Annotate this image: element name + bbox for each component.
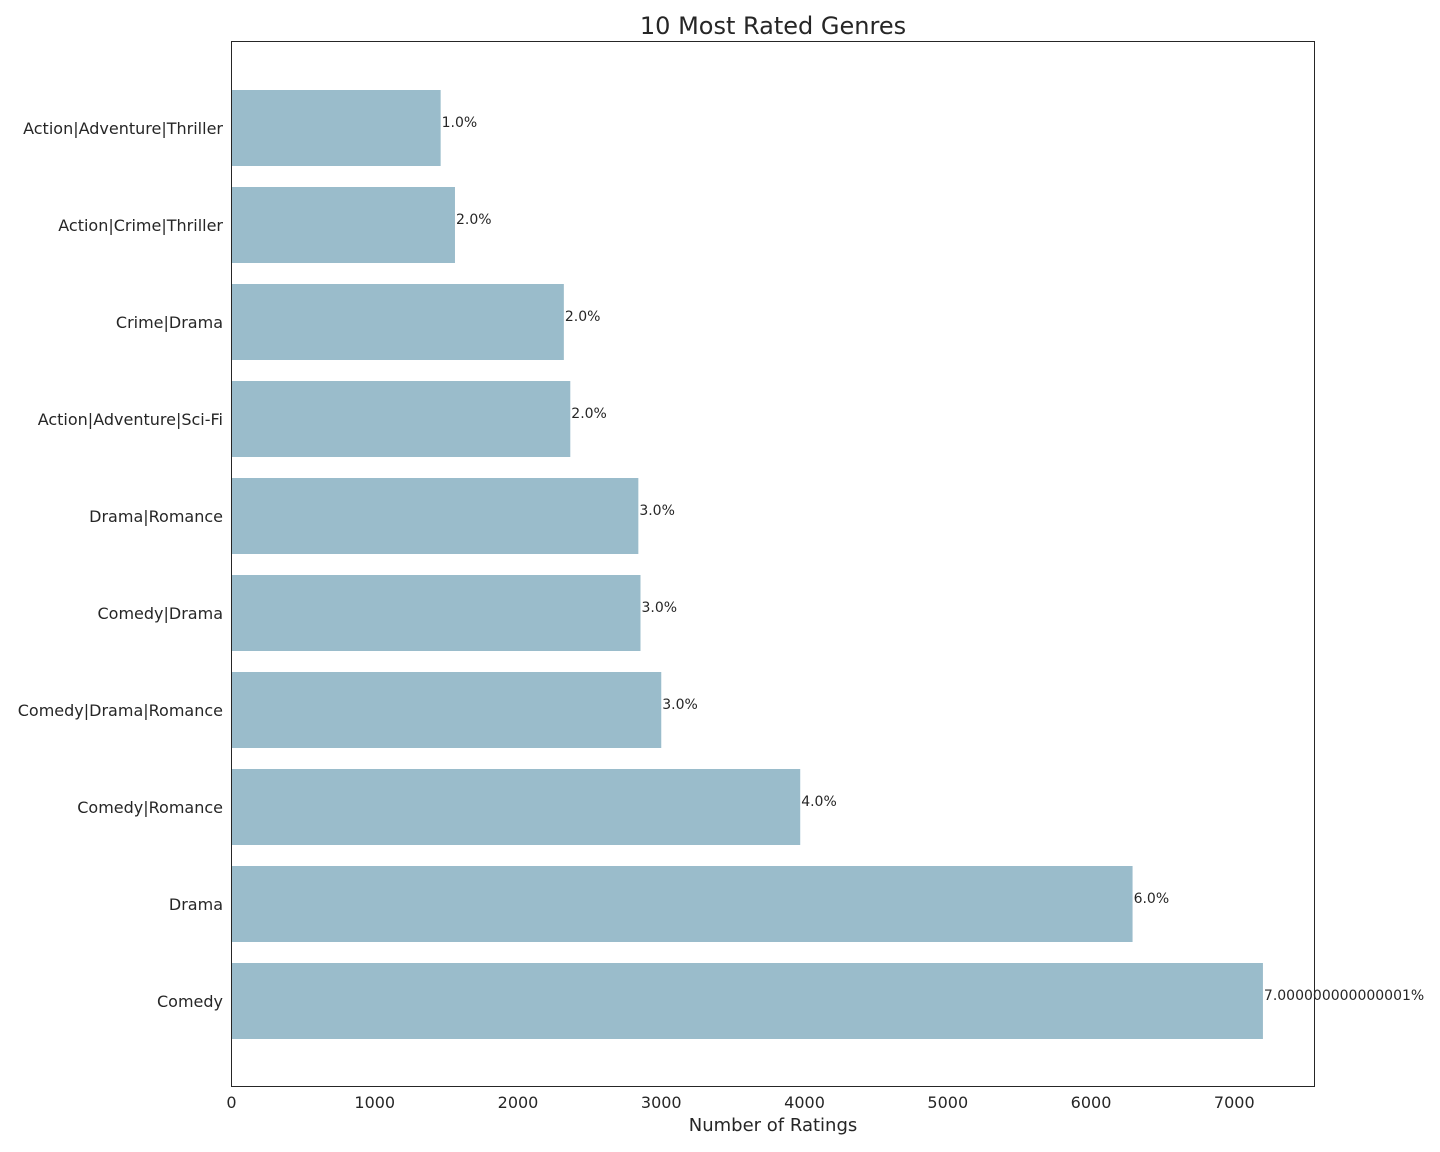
bar-value-label: 7.000000000000001% <box>1264 988 1424 1004</box>
x-tick-label: 5000 <box>927 1093 968 1112</box>
bar-value-label: 2.0% <box>565 309 601 325</box>
x-axis-label: Number of Ratings <box>689 1115 858 1136</box>
x-tick-label: 0 <box>226 1093 236 1112</box>
y-tick-label: Drama|Romance <box>89 507 223 526</box>
bar-labels-layer: 1.0% 2.0% 2.0% 2.0% 3.0% 3.0% 3.0% 4.0% 6.0% 7.00… <box>442 115 1425 1004</box>
x-tick-label: 7000 <box>1214 1093 1255 1112</box>
bar-value-label: 2.0% <box>456 212 492 228</box>
bar <box>231 575 641 651</box>
bar-value-label: 1.0% <box>442 115 478 131</box>
bar-value-label: 2.0% <box>571 406 607 422</box>
bar-value-label: 3.0% <box>662 697 698 713</box>
y-tick-label: Action|Adventure|Sci-Fi <box>38 410 223 429</box>
bars-layer <box>231 90 1263 1039</box>
bar <box>231 769 801 845</box>
bar <box>231 381 571 457</box>
bar <box>231 284 564 360</box>
bar <box>231 90 441 166</box>
bar <box>231 478 639 554</box>
bar <box>231 187 455 263</box>
y-tick-label: Action|Adventure|Thriller <box>23 119 223 138</box>
x-tick-label: 3000 <box>641 1093 682 1112</box>
bar-value-label: 6.0% <box>1134 891 1170 907</box>
chart-title: 10 Most Rated Genres <box>640 12 906 40</box>
x-tick-label: 4000 <box>784 1093 825 1112</box>
x-axis-ticks: 0 1000 2000 3000 4000 5000 6000 7000 <box>226 1093 1254 1112</box>
bar <box>231 963 1263 1039</box>
bar-value-label: 4.0% <box>801 794 837 810</box>
y-tick-label: Comedy|Drama <box>98 604 224 623</box>
y-axis-ticks: Action|Adventure|Thriller Action|Crime|Th… <box>18 119 224 1011</box>
y-tick-label: Comedy|Romance <box>77 798 223 817</box>
bar <box>231 672 662 748</box>
bar-value-label: 3.0% <box>641 600 677 616</box>
bar-value-label: 3.0% <box>639 503 675 519</box>
plot-frame <box>231 41 1315 1087</box>
bar <box>231 866 1133 942</box>
y-tick-label: Comedy|Drama|Romance <box>18 701 223 720</box>
x-tick-label: 6000 <box>1071 1093 1112 1112</box>
x-tick-label: 1000 <box>354 1093 395 1112</box>
y-tick-label: Drama <box>169 895 223 914</box>
x-tick-label: 2000 <box>498 1093 539 1112</box>
y-tick-label: Crime|Drama <box>116 313 223 332</box>
y-tick-label: Action|Crime|Thriller <box>58 216 223 235</box>
y-tick-label: Comedy <box>157 992 223 1011</box>
